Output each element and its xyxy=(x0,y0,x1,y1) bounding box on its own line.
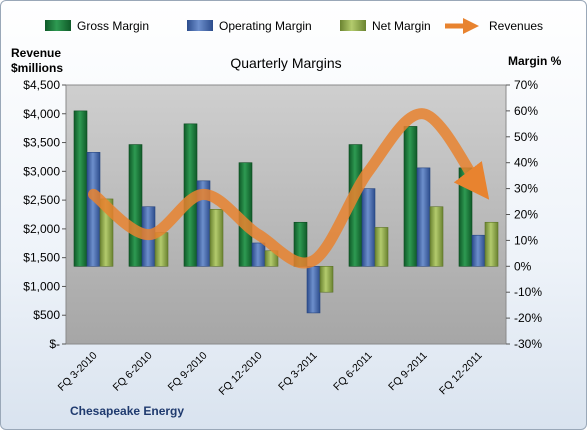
left-tick-label: $2,500 xyxy=(23,193,60,207)
right-tick-label: 30% xyxy=(514,182,538,196)
operating-margin-bar xyxy=(86,152,101,267)
net-margin-bar xyxy=(484,221,499,267)
category-label: FQ 3-2010 xyxy=(56,350,100,394)
revenues-series-line xyxy=(88,108,490,269)
left-axis-label-line2: $millions xyxy=(11,61,63,75)
right-tick-label: 40% xyxy=(514,156,538,170)
category-label: FQ 12-2011 xyxy=(437,350,485,398)
legend-swatch-operating-margin xyxy=(187,20,213,31)
right-tick-label: 70% xyxy=(514,78,538,92)
right-tick-label: -10% xyxy=(514,285,542,299)
left-tick-label: $3,000 xyxy=(23,164,60,178)
revenues-line xyxy=(88,108,490,269)
right-tick-label: -20% xyxy=(514,311,542,325)
operating-margin-bar xyxy=(251,242,266,267)
right-tick-label: 20% xyxy=(514,208,538,222)
legend-item-gross-margin: Gross Margin xyxy=(45,19,149,33)
right-axis-label: Margin % xyxy=(508,54,562,68)
left-tick-label: $500 xyxy=(33,308,60,322)
category-label: FQ 12-2010 xyxy=(217,350,265,398)
legend-item-revenues: Revenues xyxy=(445,17,543,35)
right-tick-label: 0% xyxy=(514,259,532,273)
category-label: FQ 9-2010 xyxy=(166,350,210,394)
left-tick-label: $- xyxy=(49,337,60,351)
legend-label-operating-margin: Operating Margin xyxy=(219,19,312,33)
net-margin-bar xyxy=(319,265,334,293)
chart-title: Quarterly Margins xyxy=(230,55,341,71)
legend-label-gross-margin: Gross Margin xyxy=(77,19,149,33)
net-margin-bar xyxy=(374,227,389,267)
gross-margin-bar xyxy=(73,110,88,267)
legend-item-net-margin: Net Margin xyxy=(340,19,431,33)
net-margin-bar xyxy=(209,209,224,267)
legend: Gross Margin Operating Margin Net Margin… xyxy=(45,17,543,35)
gross-margin-bar xyxy=(128,144,143,267)
legend-label-revenues: Revenues xyxy=(489,19,543,33)
legend-swatch-gross-margin xyxy=(45,20,71,31)
left-tick-label: $4,500 xyxy=(23,78,60,92)
left-axis-label-line1: Revenue xyxy=(11,46,61,60)
operating-margin-bar xyxy=(361,188,376,267)
left-tick-label: $2,000 xyxy=(23,222,60,236)
category-label: FQ 3-2011 xyxy=(276,350,320,394)
category-label: FQ 9-2011 xyxy=(386,350,430,394)
left-tick-label: $4,000 xyxy=(23,107,60,121)
right-tick-label: -30% xyxy=(514,337,542,351)
legend-swatch-net-margin xyxy=(340,20,366,31)
left-tick-label: $3,500 xyxy=(23,136,60,150)
right-tick-label: 60% xyxy=(514,104,538,118)
gross-margin-bar xyxy=(403,126,418,267)
company-footer: Chesapeake Energy xyxy=(70,404,184,418)
left-tick-label: $1,000 xyxy=(23,279,60,293)
right-tick-label: 50% xyxy=(514,130,538,144)
legend-item-operating-margin: Operating Margin xyxy=(187,19,312,33)
category-label: FQ 6-2010 xyxy=(111,350,155,394)
bars xyxy=(73,110,499,314)
operating-margin-bar xyxy=(306,265,321,314)
operating-margin-bar xyxy=(471,234,486,267)
net-margin-bar xyxy=(429,206,444,267)
left-tick-label: $1,500 xyxy=(23,251,60,265)
legend-label-net-margin: Net Margin xyxy=(372,19,431,33)
operating-margin-bar xyxy=(416,167,431,267)
category-label: FQ 6-2011 xyxy=(331,350,375,394)
right-tick-label: 10% xyxy=(514,233,538,247)
